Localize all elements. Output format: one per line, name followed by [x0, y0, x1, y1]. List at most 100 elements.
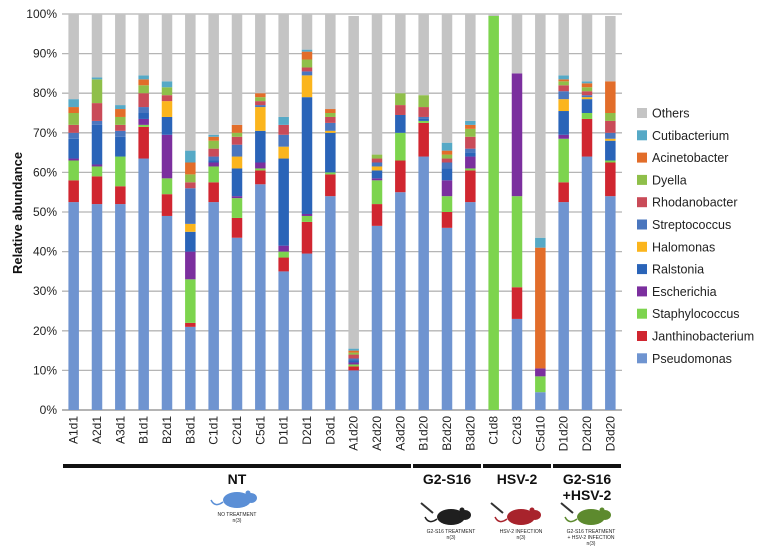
bar-segment-others — [185, 14, 196, 151]
bar-segment-staphylococcus — [68, 160, 79, 181]
bar-segment-ralstonia — [91, 124, 103, 165]
x-tick-label: A1d20 — [347, 416, 361, 451]
bar-segment-pseudomonas — [68, 202, 79, 410]
bar-segment-acinetobacter — [255, 93, 266, 98]
bar-segment-rhodanobacter — [325, 116, 336, 123]
bar-segment-ralstonia — [68, 138, 79, 159]
bar-segment-pseudomonas — [115, 204, 126, 410]
bar-segment-escherichia — [371, 178, 383, 181]
bar-segment-others — [138, 14, 149, 76]
bar-segment-pseudomonas — [138, 158, 149, 410]
y-axis-label: Relative abundance — [10, 152, 25, 274]
bar-segment-halomonas — [605, 138, 616, 141]
bar-segment-escherichia — [301, 213, 313, 216]
bar-segment-staphylococcus — [535, 376, 546, 393]
bar-segment-ralstonia — [301, 97, 313, 214]
x-tick-label: D1d1 — [277, 416, 291, 445]
bar-segment-janthinobacterium — [395, 160, 406, 193]
bar-segment-others — [395, 14, 406, 94]
bar-segment-pseudomonas — [91, 204, 103, 410]
mouse-body — [577, 509, 605, 525]
x-tick-label: A3d1 — [113, 416, 127, 444]
bar-segment-ralstonia — [325, 132, 336, 173]
x-tick-label: A2d20 — [370, 416, 384, 451]
bar-segment-ralstonia — [278, 158, 289, 246]
bar-segment-janthinobacterium — [185, 322, 196, 327]
legend-swatch — [637, 241, 647, 252]
bar-segment-pseudomonas — [255, 184, 266, 410]
bar-segment-ralstonia — [418, 118, 429, 121]
bar-segment-ralstonia — [115, 136, 126, 157]
bar-segment-ralstonia — [138, 113, 149, 119]
bar-segment-pseudomonas — [558, 202, 569, 410]
bar-segment-halomonas — [278, 146, 289, 159]
legend-label: Pseudomonas — [652, 352, 732, 366]
legend-label: Ralstonia — [652, 263, 704, 277]
x-tick-label: B1d1 — [137, 416, 151, 444]
bar-segment-acinetobacter — [115, 109, 126, 117]
bar-segment-rhodanobacter — [371, 158, 383, 163]
mouse-tail — [210, 499, 224, 506]
y-tick-label: 40% — [33, 245, 57, 259]
mouse-ear — [599, 507, 605, 513]
mouse-tail — [564, 516, 578, 523]
bar-segment-rhodanobacter — [68, 124, 79, 133]
y-tick-label: 10% — [33, 363, 57, 377]
bar-segment-janthinobacterium — [581, 118, 593, 157]
bar-segment-janthinobacterium — [465, 170, 476, 203]
bar-segment-dyella — [138, 85, 149, 94]
bar-segment-rhodanobacter — [465, 136, 476, 149]
bar-segment-rhodanobacter — [558, 85, 569, 92]
bar-segment-streptococcus — [115, 130, 126, 137]
bar-segment-staphylococcus — [325, 172, 336, 175]
legend-swatch — [637, 308, 647, 319]
bar-segment-acinetobacter — [138, 79, 149, 86]
bar-segment-halomonas — [185, 223, 196, 232]
bar-segment-janthinobacterium — [348, 366, 359, 371]
bar-segment-others — [208, 14, 219, 135]
bar-segment-dyella — [231, 132, 243, 137]
x-tick-label: B3d1 — [183, 416, 197, 444]
x-tick-label: C5d10 — [533, 416, 547, 452]
bar-segment-acinetobacter — [558, 79, 569, 82]
bar-segment-janthinobacterium — [511, 287, 523, 319]
bar-segment-dyella — [558, 81, 569, 86]
bar-segment-ralstonia — [255, 130, 266, 163]
bar-segment-escherichia — [138, 118, 149, 125]
bar-segment-staphylococcus — [581, 113, 593, 119]
bar-segment-escherichia — [558, 134, 569, 139]
bar-segment-halomonas — [231, 156, 243, 169]
x-tick-label: D3d1 — [323, 416, 337, 445]
legend-label: Streptococcus — [652, 218, 731, 232]
bar-segment-ralstonia — [231, 168, 243, 197]
bar-segment-streptococcus — [278, 134, 289, 147]
syringe-icon — [560, 502, 574, 514]
bar-segment-staphylococcus — [185, 279, 196, 323]
bar-segment-streptococcus — [465, 148, 476, 153]
bar-segment-others — [558, 14, 569, 76]
bar-segment-acinetobacter — [231, 124, 243, 133]
bar-segment-janthinobacterium — [301, 221, 313, 254]
bar-segment-ralstonia — [208, 160, 219, 163]
x-tick-label: B2d20 — [440, 416, 454, 451]
x-tick-label: D1d20 — [557, 416, 571, 452]
bar-segment-dyella — [115, 116, 126, 125]
bar-segment-streptococcus — [255, 105, 266, 108]
bar-segment-streptococcus — [605, 132, 616, 139]
bar-segment-rhodanobacter — [161, 95, 173, 102]
bar-segment-others — [325, 14, 336, 110]
group-caption: G2-S16 TREATMENT — [567, 529, 616, 535]
x-tick-label: A2d1 — [90, 416, 104, 444]
bar-segment-ralstonia — [605, 140, 616, 161]
bar-segment-cutibacterium — [91, 77, 103, 80]
bar-segment-rhodanobacter — [441, 158, 453, 163]
bar-segment-escherichia — [161, 134, 173, 179]
bar-segment-ralstonia — [558, 111, 569, 135]
bar-segment-halomonas — [581, 97, 593, 100]
bar-segment-cutibacterium — [278, 116, 289, 125]
legend-label: Dyella — [652, 173, 687, 187]
bar-segment-others — [301, 14, 313, 50]
x-tick-labels: A1d1 A2d1 A3d1 B1d1 B2d1 B3d1 C1d1 C2d1 C5d1 D1d1… — [67, 416, 618, 452]
bar-segment-streptococcus — [208, 156, 219, 161]
